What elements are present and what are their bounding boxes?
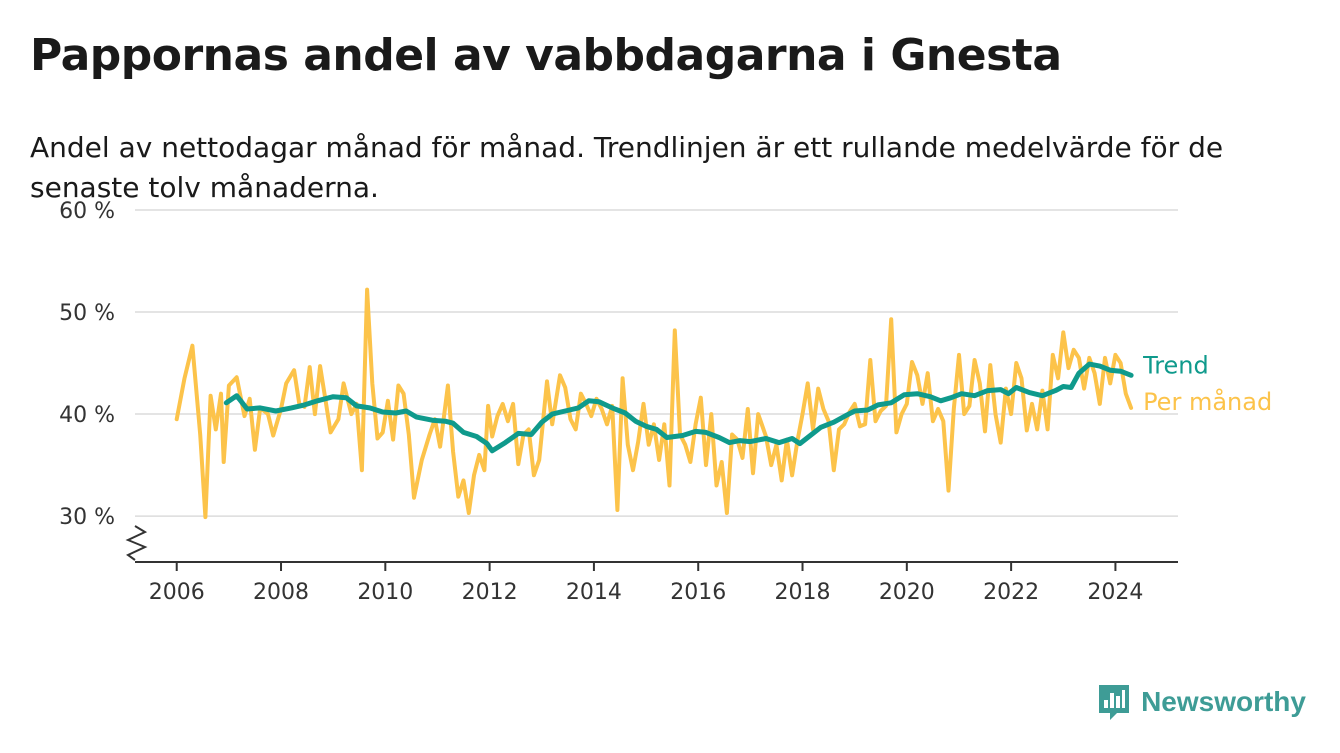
x-tick-label: 2022 xyxy=(983,580,1039,605)
x-tick-label: 2016 xyxy=(670,580,726,605)
series-lines xyxy=(174,287,1134,520)
x-tick-label: 2008 xyxy=(253,580,309,605)
series-labels: Trend Per månad xyxy=(1142,351,1272,416)
axis-break-icon xyxy=(125,525,148,561)
monthly-line xyxy=(174,287,1134,520)
x-tick-label: 2010 xyxy=(357,580,413,605)
x-tick-label: 2024 xyxy=(1087,580,1143,605)
x-tick-label: 2014 xyxy=(566,580,622,605)
brand-name: Newsworthy xyxy=(1141,686,1306,717)
x-tick-label: 2018 xyxy=(775,580,831,605)
trend-line xyxy=(223,361,1134,454)
x-tick-label: 2012 xyxy=(462,580,518,605)
y-tick-label: 60 % xyxy=(59,199,115,224)
monthly-label: Per månad xyxy=(1143,387,1272,416)
chart-subtitle: Andel av nettodagar månad för månad. Tre… xyxy=(30,131,1224,204)
newsworthy-logo-icon xyxy=(1099,685,1130,720)
trend-label: Trend xyxy=(1142,351,1209,379)
axes: 30 % 40 % 50 % 60 % 2006 2008 2010 2012 2014 2016… xyxy=(59,199,1178,605)
y-tick-label: 40 % xyxy=(59,403,115,428)
x-tick-label: 2006 xyxy=(149,580,205,605)
chart-title: Pappornas andel av vabbdagarna i Gnesta xyxy=(30,30,1062,81)
gridlines xyxy=(135,209,1178,517)
y-tick-label: 50 % xyxy=(59,301,115,326)
newsworthy-brand: Newsworthy xyxy=(1097,683,1306,721)
y-tick-label: 30 % xyxy=(59,505,115,530)
x-tick-label: 2020 xyxy=(879,580,935,605)
